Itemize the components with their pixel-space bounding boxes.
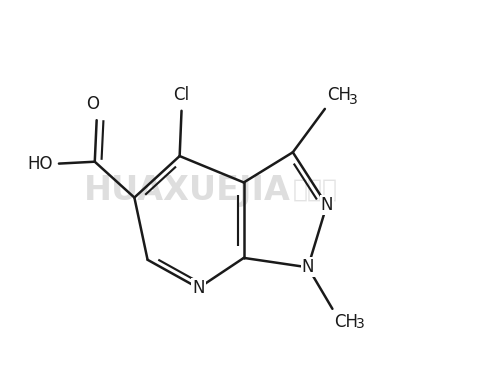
Text: HO: HO [28,155,53,173]
Text: CH: CH [327,86,351,105]
Text: O: O [86,95,99,113]
Text: N: N [192,279,205,297]
Text: N: N [301,258,314,276]
Text: CH: CH [334,313,358,331]
Text: 3: 3 [348,93,358,107]
Text: N: N [321,196,333,214]
Text: 化学加: 化学加 [293,178,338,202]
Text: 3: 3 [356,317,365,331]
Text: Cl: Cl [173,86,190,104]
Text: HUAXUEJIA: HUAXUEJIA [84,174,290,206]
